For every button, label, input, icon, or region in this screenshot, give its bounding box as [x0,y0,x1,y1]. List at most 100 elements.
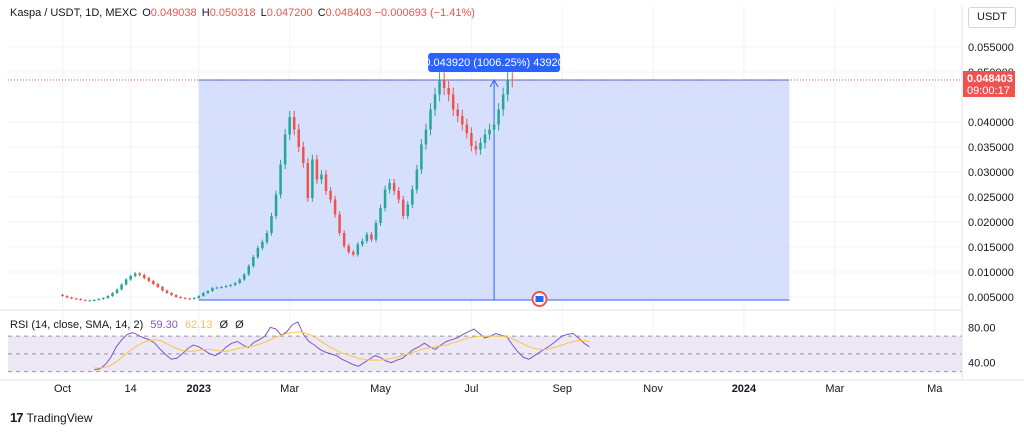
candle-body [379,208,382,223]
candle-body [170,293,173,295]
candle-body [283,134,287,165]
candle-body [79,299,82,300]
candle-body [306,163,310,198]
candle-body [88,300,92,302]
close-label: C [317,7,326,19]
candle-body [311,159,314,198]
measure-label-bg [428,52,561,72]
candle-body [124,279,128,285]
candle-body [111,293,114,296]
candle-body [451,94,455,110]
candle-body [83,300,87,301]
event-flag-inner [535,296,544,302]
price-tick-label: 0.025000 [968,192,1014,204]
price-tick-label: 0.030000 [968,167,1014,179]
price-tick-label: 0.010000 [968,267,1014,279]
price-tick-label: 0.035000 [968,142,1014,154]
candle-body [197,296,201,298]
candle-body [438,79,441,95]
candle-body [329,191,332,200]
candle-body [470,133,473,146]
price-tick-label: 0.040000 [968,117,1014,129]
candle-body [352,252,355,255]
candle-body [324,174,328,191]
candle-body [315,159,319,180]
high-value: 0.050318 [209,7,256,19]
candle-series [61,72,514,302]
change-value: −0.000693 (−1.41%) [374,7,475,19]
rsi-tick-label: 40.00 [968,358,996,370]
countdown-text: 09:00:17 [967,85,1010,97]
candle-body [247,266,251,275]
currency-button[interactable]: USDT [968,7,1016,28]
candle-body [161,287,164,291]
candle-body [488,129,491,135]
candle-body [147,278,151,281]
axes: 0.0550000.0500000.0400000.0350000.030000… [0,6,1024,395]
candle-body [342,233,346,246]
low-label: L [260,7,267,19]
tradingview-logo-icon: 17 [10,410,24,425]
price-tick-label: 0.005000 [968,292,1014,304]
rsi-tick-label: 80.00 [968,322,996,334]
candle-body [265,233,269,242]
measure-tool[interactable]: 0.043920 (1006.25%) 43920 [198,52,790,301]
candle-body [456,109,459,116]
candle-body [179,297,182,298]
candle-body [238,279,241,283]
candle-body [93,300,96,301]
high-label: H [201,7,210,19]
measure-label: 0.043920 (1006.25%) 43920 [424,57,563,69]
candle-body [252,257,255,266]
symbol-legend[interactable]: Kaspa / USDT, 1D, MEXC O0.049038 H0.0503… [10,7,475,19]
candle-body [292,117,296,130]
candle-body [288,117,291,135]
candle-body [415,169,419,190]
candle-body [215,287,219,289]
candle-body [211,288,214,291]
open-label: O [142,7,151,19]
rsi-legend[interactable]: RSI (14, close, SMA, 14, 2) 59.30 62.13 … [10,319,244,331]
time-tick-label: 2024 [732,383,757,395]
candle-body [183,298,187,299]
time-tick-label: Nov [643,383,663,395]
time-tick-label: Jul [464,383,478,395]
candle-body [356,244,360,255]
candle-body [97,299,101,300]
time-tick-label: Sep [552,383,572,395]
candle-body [392,183,396,191]
brand-name: TradingView [26,410,93,425]
last-price-text: 0.048403 [967,73,1013,85]
candle-body [388,183,391,190]
candle-body [365,234,369,241]
candle-body [483,134,487,143]
candle-body [165,290,169,293]
close-value: 0.048403 [325,7,372,19]
candle-body [506,79,509,95]
candle-body [302,147,305,163]
candle-body [370,234,373,240]
candle-body [374,223,378,240]
time-tick-label: Ma [927,383,943,395]
symbol-title: Kaspa / USDT, 1D, MEXC [10,7,138,19]
candle-body [106,296,110,298]
rsi-empty-a: Ø [219,319,229,331]
rsi-pane [8,321,962,373]
price-tick-label: 0.020000 [968,217,1014,229]
candle-body [492,124,496,130]
candle-body [202,293,205,296]
rsi-empty-b: Ø [235,319,244,331]
time-tick-label: 2023 [187,383,211,395]
candle-body [461,116,464,125]
candle-body [501,94,505,110]
time-tick-label: Mar [825,383,844,395]
brand-footer[interactable]: 17 TradingView [10,410,93,425]
candle-body [233,283,237,285]
price-tick-label: 0.015000 [968,242,1014,254]
price-tick-label: 0.055000 [968,42,1014,54]
candle-body [347,246,350,252]
candle-body [220,287,223,288]
candle-body [129,276,132,280]
